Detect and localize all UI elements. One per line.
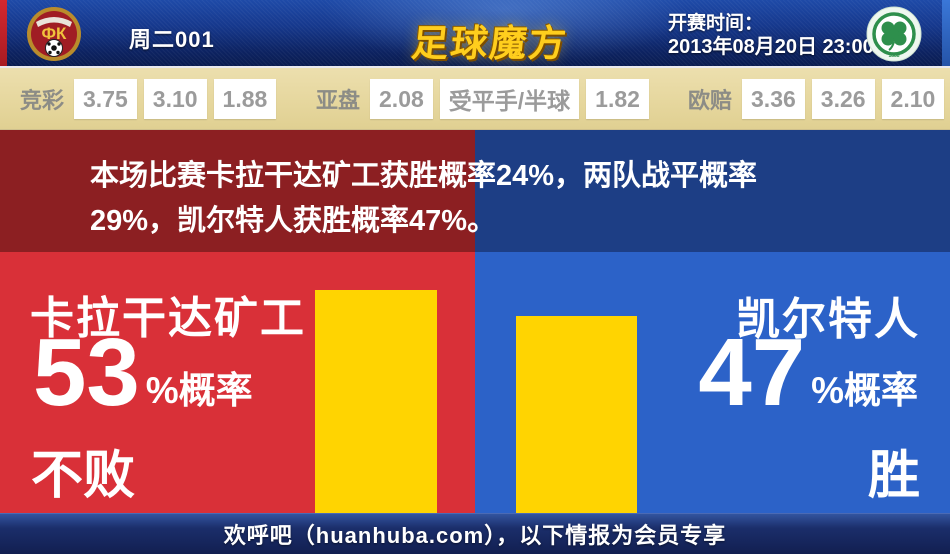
site-logo: 足球魔方 (409, 23, 570, 64)
jingcai-draw-odds: 3.10 (143, 79, 207, 119)
away-team-crest-icon: 1888 (866, 6, 922, 62)
svg-text:1888: 1888 (888, 53, 899, 59)
oupei-label: 欧赔 (688, 88, 733, 113)
away-probability-suffix: %概率 (811, 369, 918, 411)
away-probability-bar (516, 316, 637, 513)
away-probability-value: 47 (698, 319, 806, 426)
home-probability: 53 %概率 (33, 319, 253, 426)
home-team-name: 卡拉干达矿工 (30, 294, 306, 343)
yapan-handicap: 受平手/半球 (439, 79, 580, 119)
header: ФК 周二001 足球魔方 开赛时间： 2013年08月20日 23:00 (0, 0, 950, 68)
svg-text:ФК: ФК (42, 24, 68, 43)
footer-bar: 欢呼吧（huanhuba.com），以下情报为会员专享 (0, 513, 950, 554)
away-outcome: 胜 (867, 447, 920, 505)
right-accent-stripe (942, 0, 950, 66)
footer-text: 欢呼吧（huanhuba.com），以下情报为会员专享 (223, 523, 727, 548)
kickoff-time: 2013年08月20日 23:00 (668, 36, 874, 58)
yapan-away-odds: 1.82 (586, 79, 649, 119)
analysis-line-2: 29%，凯尔特人获胜概率47%。 (90, 205, 497, 237)
odds-bar: 竞彩 3.75 3.10 1.88 亚盘 2.08 受平手/半球 1.82 欧赔… (0, 68, 950, 130)
jingcai-label: 竞彩 (20, 88, 65, 113)
home-probability-value: 53 (33, 319, 140, 426)
analysis-band-blue-half (475, 130, 950, 252)
home-probability-bar (315, 290, 437, 513)
match-code: 周二001 (129, 27, 215, 52)
yapan-home-odds: 2.08 (370, 79, 433, 119)
analysis-band: 本场比赛卡拉干达矿工获胜概率24%，两队战平概率 29%，凯尔特人获胜概率47%… (0, 130, 950, 252)
odds-group-oupei: 欧赔 3.36 3.26 2.10 (688, 68, 945, 130)
kickoff-info: 开赛时间： 2013年08月20日 23:00 (668, 13, 874, 59)
home-team-crest-icon: ФК (26, 6, 82, 62)
home-probability-suffix: %概率 (145, 369, 253, 411)
probability-band: 卡拉干达矿工 53 %概率 不败 凯尔特人 47 %概率 胜 (0, 252, 950, 513)
yapan-label: 亚盘 (316, 88, 361, 113)
jingcai-away-odds: 1.88 (213, 79, 277, 119)
analysis-text: 本场比赛卡拉干达矿工获胜概率24%，两队战平概率 29%，凯尔特人获胜概率47%… (90, 154, 757, 244)
oupei-home-odds: 3.36 (742, 79, 805, 119)
away-probability: 47 %概率 (698, 319, 918, 426)
kickoff-label: 开赛时间： (668, 13, 764, 34)
oupei-away-odds: 2.10 (881, 79, 945, 119)
odds-group-yapan: 亚盘 2.08 受平手/半球 1.82 (316, 68, 649, 130)
analysis-line-1: 本场比赛卡拉干达矿工获胜概率24%，两队战平概率 (90, 160, 758, 192)
analysis-band-red-half (0, 130, 475, 252)
home-outcome: 不败 (31, 447, 136, 505)
oupei-draw-odds: 3.26 (811, 79, 875, 119)
left-accent-stripe (0, 0, 7, 66)
odds-group-jingcai: 竞彩 3.75 3.10 1.88 (20, 68, 277, 130)
away-team-name: 凯尔特人 (736, 295, 920, 344)
jingcai-home-odds: 3.75 (74, 79, 137, 119)
